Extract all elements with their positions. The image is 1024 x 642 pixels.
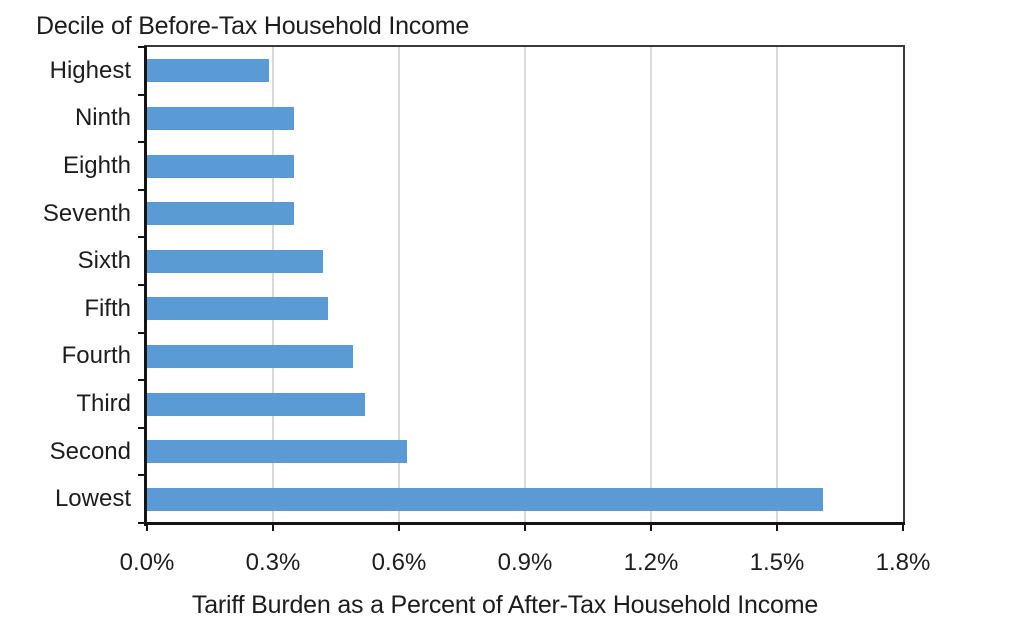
gridline [776,47,778,523]
y-axis-tick [138,379,146,382]
y-axis-tick [138,331,146,334]
bar-fourth [147,344,353,368]
chart-title: Decile of Before-Tax Household Income [36,12,470,40]
bar-eighth [147,154,294,178]
y-axis-tick [138,236,146,239]
x-tick-label: 1.5% [749,549,805,576]
x-tick-label: 0.6% [371,549,427,576]
x-axis-tick [146,525,148,531]
x-tick-label: 1.2% [623,549,679,576]
category-label-third: Third [76,390,131,417]
category-label-fourth: Fourth [61,342,131,370]
y-axis-tick [138,46,146,48]
gridline [524,47,526,523]
plot-border-top [144,45,905,47]
category-label-ninth: Ninth [74,104,131,132]
gridline [398,47,400,523]
bar-lowest [147,487,824,511]
bar-third [147,392,366,416]
x-tick-label: 1.8% [875,549,931,576]
x-axis-tick [272,525,274,531]
x-axis-line [144,522,905,525]
y-axis-tick [138,474,146,477]
x-tick-label: 0.9% [497,549,553,576]
y-axis-tick [138,284,146,286]
x-axis-tick [398,525,400,531]
x-tick-label: 0.0% [119,549,175,576]
x-tick-label: 0.3% [245,549,301,576]
x-axis-tick [524,525,526,531]
gridline [650,47,652,523]
plot-border-right [903,45,905,525]
x-axis-tick [902,525,904,531]
category-label-highest: Highest [49,56,131,84]
category-label-second: Second [49,437,131,465]
bar-ninth [147,106,294,130]
bar-fifth [147,297,328,321]
bar-highest [147,59,269,83]
bar-second [147,440,408,464]
x-axis-title: Tariff Burden as a Percent of After-Tax … [191,591,819,619]
y-axis-line [144,46,147,526]
category-label-sixth: Sixth [77,247,131,275]
bar-sixth [147,249,324,273]
y-axis-tick [138,93,146,96]
x-axis-tick [776,525,778,531]
gridline [272,47,274,523]
y-axis-tick [138,522,146,524]
bar-seventh [147,202,294,226]
category-label-seventh: Seventh [42,199,131,227]
y-axis-tick [138,426,146,429]
x-axis-tick [650,525,652,531]
category-label-eighth: Eighth [62,152,131,179]
category-label-fifth: Fifth [84,294,131,322]
y-axis-tick [138,141,146,144]
category-label-lowest: Lowest [54,485,131,513]
y-axis-tick [138,188,146,191]
plot-area [147,47,903,523]
